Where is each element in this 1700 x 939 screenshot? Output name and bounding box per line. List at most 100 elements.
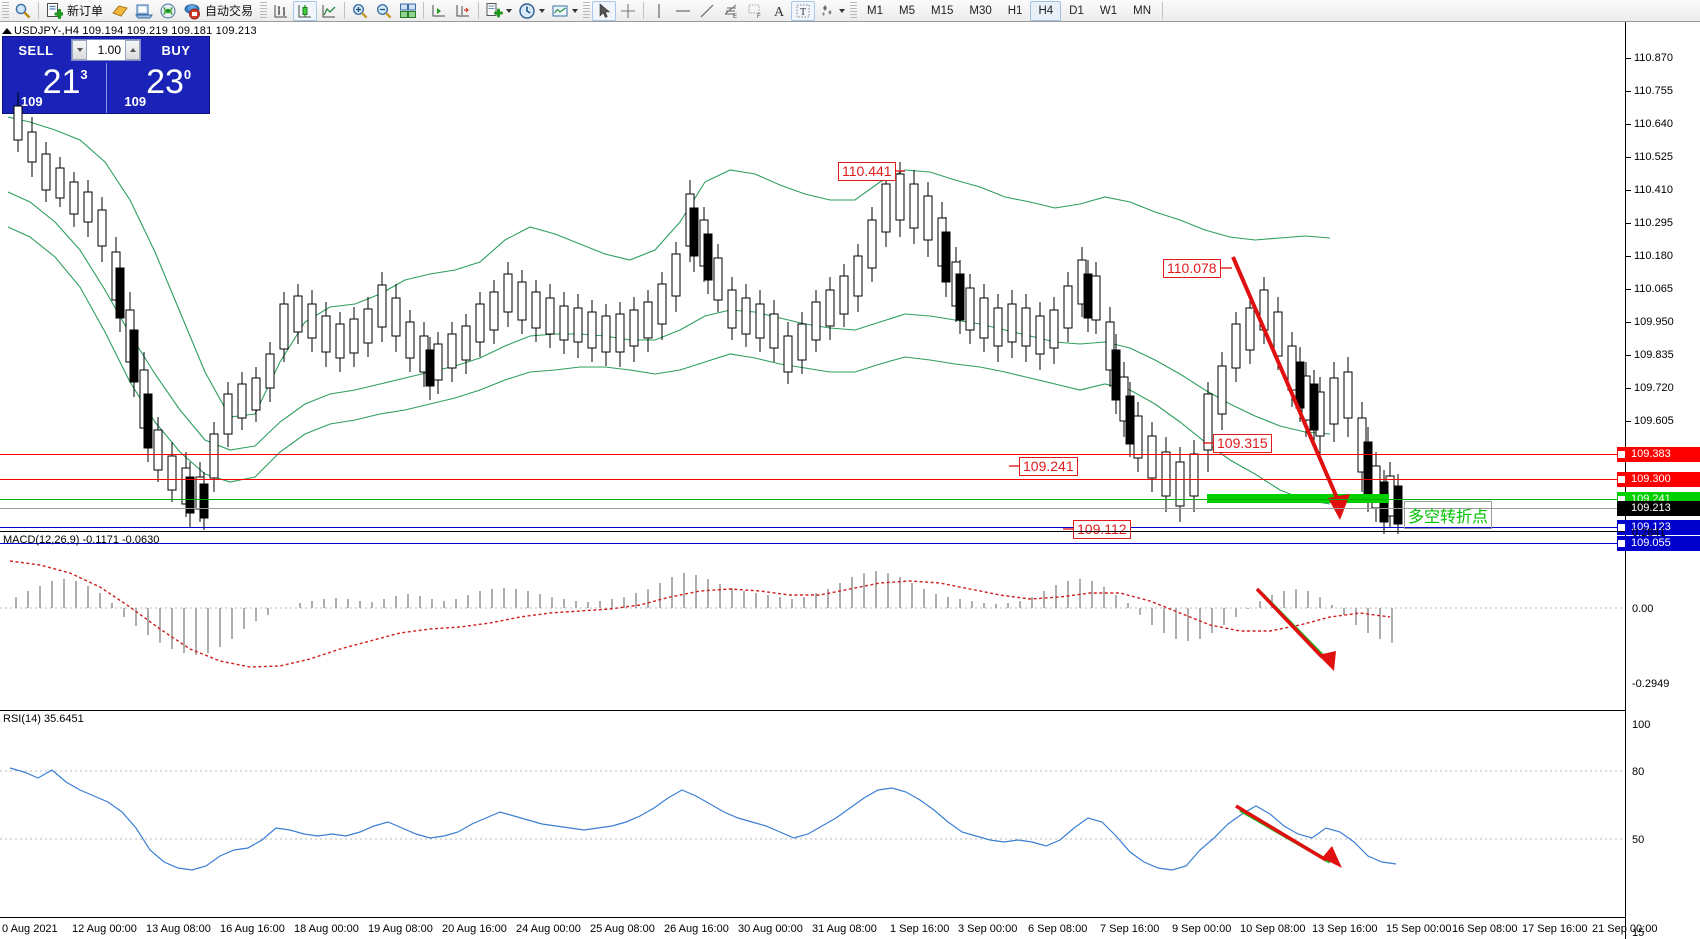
chevron-down-icon-4[interactable] (839, 8, 846, 13)
tag-connectors (895, 170, 1232, 530)
timeframe-m1[interactable]: M1 (867, 4, 884, 17)
toolbar-grip[interactable] (2, 1, 9, 20)
time-scale[interactable]: 0 Aug 2021 12 Aug 00:00 13 Aug 08:00 16 … (0, 917, 1657, 939)
toolbar-grip-4[interactable] (850, 1, 858, 20)
search-icon[interactable] (11, 1, 35, 21)
buy-button[interactable]: BUY (161, 42, 191, 58)
cursor-icon[interactable] (592, 0, 617, 21)
profile-icon[interactable] (108, 1, 132, 21)
price-tag-109112[interactable]: 109.112 (1073, 520, 1131, 539)
level-badge-109383[interactable]: 109.383 (1617, 447, 1700, 462)
resistance-line-109383[interactable] (0, 451, 1629, 458)
chart-area[interactable]: USDJPY-,H4 109.194 109.219 109.181 109.2… (0, 22, 1700, 939)
timeframe-m15[interactable]: M15 (931, 4, 954, 17)
svg-text:A: A (774, 5, 785, 20)
channel-icon[interactable]: F (743, 1, 767, 21)
timeframe-w1[interactable]: W1 (1099, 4, 1118, 17)
zoom-out-icon[interactable] (372, 1, 396, 21)
chevron-down-icon-2[interactable] (539, 8, 546, 13)
fibo-icon[interactable]: E (719, 1, 743, 21)
volume-value[interactable]: 1.00 (97, 43, 121, 57)
chart-collapse-icon[interactable] (2, 28, 12, 34)
templates-icon[interactable] (548, 1, 581, 21)
price-tag-110078[interactable]: 110.078 (1163, 259, 1221, 278)
zoom-in-icon[interactable] (348, 1, 372, 21)
price-tick-4: 110.410 (1626, 184, 1673, 196)
price-tag-109315[interactable]: 109.315 (1213, 434, 1272, 453)
time-label-22: 21 Sep 00:00 (1592, 923, 1658, 935)
bar-chart-icon[interactable] (269, 1, 293, 21)
trade-panel-prices: 109 21 3 109 23 0 (3, 63, 209, 113)
price-scale[interactable]: 110.870 110.755 110.640 110.525 110.410 … (1617, 22, 1700, 939)
symbol-ohlc-line: USDJPY-,H4 109.194 109.219 109.181 109.2… (14, 25, 257, 37)
macd-level-lower: -0.2949 (1632, 678, 1670, 690)
tile-windows-icon[interactable] (396, 1, 420, 21)
toolbar-grip-3[interactable] (583, 1, 591, 20)
toolbar-grip-2[interactable] (260, 1, 268, 20)
time-label-8: 25 Aug 08:00 (590, 923, 655, 935)
rsi-level-15: 15 (1632, 927, 1645, 939)
level-badge-109055[interactable]: 109.055 (1617, 536, 1700, 551)
buy-price-integer: 109 (124, 94, 147, 109)
macd-level-upper: 0.2841 (1632, 527, 1666, 539)
rsi-level-100: 100 (1632, 719, 1651, 731)
volume-decrement-button[interactable] (72, 40, 87, 60)
level-badge-109300[interactable]: 109.300 (1617, 472, 1700, 487)
time-label-3: 16 Aug 16:00 (220, 923, 285, 935)
timeframe-d1[interactable]: D1 (1069, 4, 1084, 17)
time-label-21: 17 Sep 16:00 (1522, 923, 1588, 935)
sell-button[interactable]: SELL (18, 42, 54, 58)
scroll-end-icon[interactable] (427, 1, 451, 21)
time-label-1: 12 Aug 00:00 (72, 923, 137, 935)
objects-icon[interactable] (815, 1, 848, 21)
support-line-109055[interactable] (0, 540, 1629, 547)
toolbar-separator-6 (1162, 2, 1163, 19)
volume-increment-button[interactable] (125, 40, 140, 60)
svg-text:F: F (757, 14, 761, 20)
chart-shift-icon[interactable] (451, 1, 475, 21)
vline-icon[interactable] (647, 1, 671, 21)
main-toolbar: 新订单 自动交易 (0, 0, 1700, 22)
candle-chart-icon[interactable] (293, 0, 318, 21)
terminal-icon[interactable] (132, 1, 156, 21)
hline-icon[interactable] (671, 1, 695, 21)
timeframe-h4[interactable]: H4 (1030, 0, 1062, 21)
price-tag-109241[interactable]: 109.241 (1019, 457, 1078, 476)
price-tag-110441[interactable]: 110.441 (838, 162, 896, 181)
price-tick-6: 110.180 (1626, 250, 1673, 262)
level-badge-109123[interactable]: 109.123 (1617, 520, 1700, 535)
new-order-button[interactable]: 新订单 (42, 1, 108, 21)
indicators-icon[interactable] (482, 1, 515, 21)
volume-input[interactable]: 1.00 (71, 39, 141, 61)
signals-icon[interactable] (156, 1, 180, 21)
crosshair-icon[interactable] (616, 1, 640, 21)
label-icon[interactable]: T (791, 0, 816, 21)
svg-text:T: T (800, 7, 806, 18)
support-line-109241[interactable] (0, 496, 1629, 503)
price-tick-0: 110.870 (1626, 52, 1673, 64)
chevron-down-icon[interactable] (506, 8, 513, 13)
time-label-20: 16 Sep 08:00 (1452, 923, 1518, 935)
period-icon[interactable] (515, 1, 548, 21)
line-chart-icon[interactable] (317, 1, 341, 21)
trendline-icon[interactable] (695, 1, 719, 21)
candles (13, 92, 1403, 534)
rsi-pane-label: RSI(14) 35.6451 (3, 713, 84, 725)
buy-price[interactable]: 109 23 0 (105, 63, 210, 113)
timeframe-m30[interactable]: M30 (969, 4, 992, 17)
time-label-10: 30 Aug 00:00 (738, 923, 803, 935)
text-icon[interactable]: A (767, 1, 791, 21)
sell-price[interactable]: 109 21 3 (3, 63, 106, 113)
resistance-line-109300[interactable] (0, 476, 1629, 483)
timeframe-h1[interactable]: H1 (1007, 4, 1023, 17)
time-label-6: 20 Aug 16:00 (442, 923, 507, 935)
timeframe-mn[interactable]: MN (1133, 4, 1151, 17)
one-click-trade-panel[interactable]: SELL 1.00 BUY 109 21 3 109 23 0 (2, 36, 210, 114)
toolbar-separator-2 (344, 2, 346, 19)
timeframe-m5[interactable]: M5 (899, 4, 915, 17)
support-line-109123[interactable] (0, 524, 1629, 531)
chevron-down-icon-3[interactable] (572, 8, 579, 13)
rsi-level-80: 80 (1632, 766, 1645, 778)
turning-point-note[interactable]: 多空转折点 (1404, 501, 1493, 529)
auto-trading-button[interactable]: 自动交易 (180, 1, 258, 21)
